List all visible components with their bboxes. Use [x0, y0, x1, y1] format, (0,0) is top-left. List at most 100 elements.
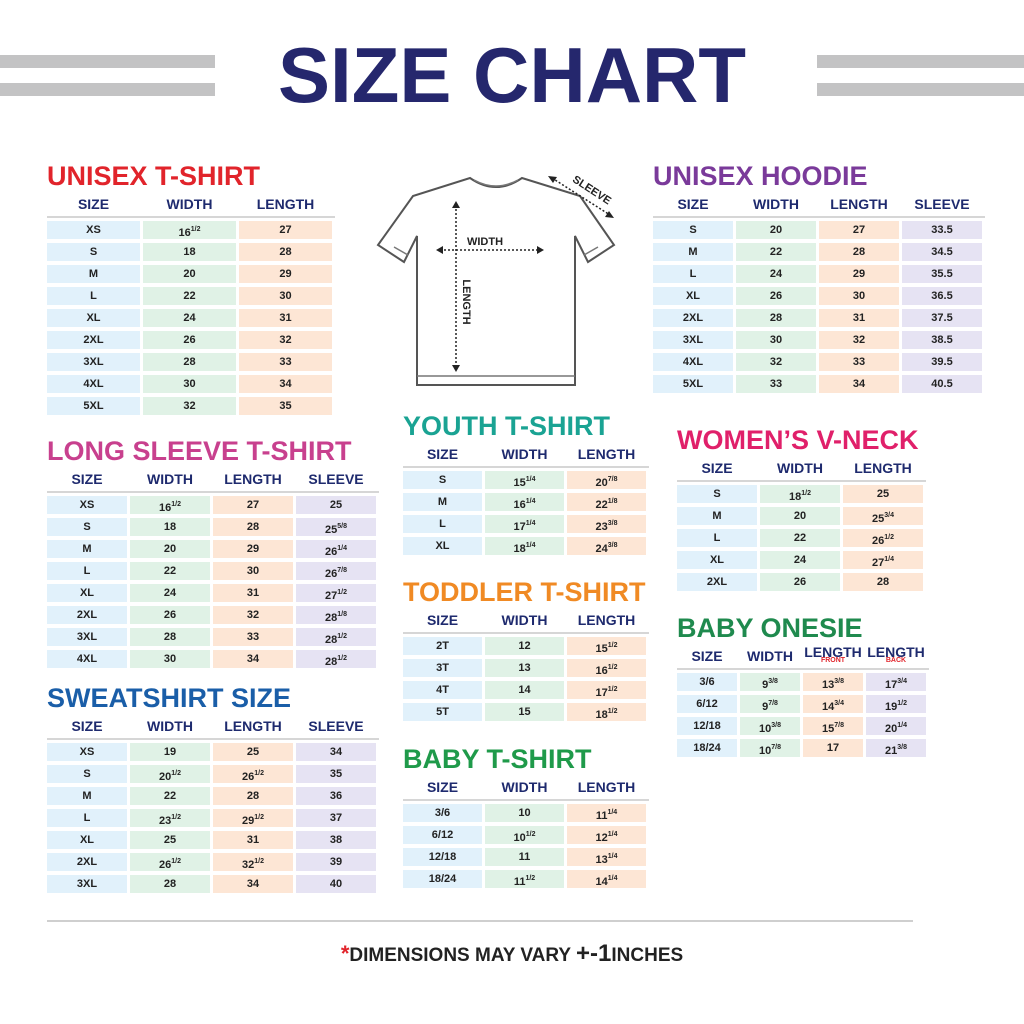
table-cell: 25: [296, 496, 376, 514]
table-cell: 261/2: [130, 853, 210, 871]
header-cell: LENGTH: [577, 779, 636, 795]
stripe: [817, 83, 1024, 96]
cell-fraction: 1/2: [884, 534, 894, 541]
table-cell: 231/2: [130, 809, 210, 827]
table-cell: L: [653, 265, 733, 283]
table-cell: 10: [485, 804, 564, 822]
table-cell: 253/4: [843, 507, 923, 525]
header-row: SIZE WIDTH LENGTH SLEEVE: [653, 192, 985, 218]
header-row: SIZE WIDTH LENGTH FRONT LENGTH BACK: [677, 644, 929, 670]
table-cell: 25: [213, 743, 293, 761]
table-cell: 111/4: [567, 804, 646, 822]
header-cell: SIZE: [77, 196, 110, 212]
table-row: M 22 28 36: [47, 787, 379, 809]
table-cell: 161/4: [485, 493, 564, 511]
header-cell: SLEEVE: [914, 196, 970, 212]
table-cell: 173/4: [866, 673, 926, 691]
table-row: L 22 261/2: [677, 529, 926, 551]
table-title: LONG SLEEVE T-SHIRT: [47, 436, 352, 466]
size-table: UNISEX T-SHIRT SIZE WIDTH LENGTH XS 161/2 27 S 1…: [47, 160, 335, 419]
stripe: [0, 83, 215, 96]
size-table: BABY T-SHIRT SIZE WIDTH LENGTH 3/6 10 111/4 6/1…: [403, 743, 649, 892]
table-cell: 2XL: [47, 606, 127, 624]
table-row: 18/24 107/8 17 213/8: [677, 739, 929, 761]
table-cell: M: [677, 507, 757, 525]
table-title: SWEATSHIRT SIZE: [47, 683, 292, 713]
width-label: WIDTH: [467, 236, 503, 248]
table-cell: 28: [736, 309, 816, 327]
table-cell: M: [653, 243, 733, 261]
table-cell: 32: [239, 331, 332, 349]
table-cell: XS: [47, 743, 127, 761]
table-row: XL 26 30 36.5: [653, 287, 985, 309]
table-cell: 221/8: [567, 493, 646, 511]
table-row: M 20 29 261/4: [47, 540, 379, 562]
table-cell: 20: [130, 540, 210, 558]
header-cell: LENGTH: [854, 460, 912, 476]
cell-fraction: 1/2: [254, 770, 264, 777]
table-cell: 6/12: [677, 695, 737, 713]
table-cell: 26: [736, 287, 816, 305]
table-row: XL 24 271/4: [677, 551, 926, 573]
cell-whole: 16: [513, 499, 526, 511]
table-cell: 33: [213, 628, 293, 646]
table-cell: XS: [47, 496, 127, 514]
header-cell: SIZE: [677, 196, 709, 212]
table-cell: XS: [47, 221, 140, 239]
table-cell: S: [47, 765, 127, 783]
cell-whole: 9: [762, 701, 769, 713]
cell-fraction: 1/4: [607, 809, 618, 816]
cell-whole: 26: [325, 546, 338, 558]
main-title: SIZE CHART: [278, 31, 746, 119]
cell-whole: 22: [595, 499, 608, 511]
cell-whole: 13: [595, 854, 608, 866]
table-cell: 34: [296, 743, 376, 761]
cell-fraction: 7/8: [607, 476, 618, 483]
table-cell: 2XL: [47, 853, 127, 871]
table-cell: 157/8: [803, 717, 863, 735]
cell-fraction: 1/2: [171, 814, 181, 821]
table-cell: 181/2: [567, 703, 646, 721]
size-table: UNISEX HOODIE SIZE WIDTH LENGTH SLEEVE S 20 27 3…: [653, 160, 985, 397]
cell-fraction: 3/8: [897, 744, 907, 751]
cell-fraction: 7/8: [768, 700, 778, 707]
size-table: YOUTH T-SHIRT SIZE WIDTH LENGTH S 151/4 207/8 M…: [403, 410, 649, 559]
table-cell: XL: [47, 831, 127, 849]
cell-whole: 21: [885, 745, 898, 757]
table-cell: 36: [296, 787, 376, 805]
table-cell: 3/6: [677, 673, 737, 691]
table-row: L 171/4 233/8: [403, 515, 649, 537]
table-cell: 29: [819, 265, 899, 283]
header-row: SIZE WIDTH LENGTH: [677, 456, 926, 482]
table-cell: 5XL: [47, 397, 140, 415]
table-cell: 31: [239, 309, 332, 327]
table-row: 3/6 10 111/4: [403, 804, 649, 826]
table-row: L 231/2 291/2 37: [47, 809, 379, 831]
cell-fraction: 1/4: [607, 831, 618, 838]
table-row: 5XL 33 34 40.5: [653, 375, 985, 397]
header-sub: BACK: [885, 657, 907, 664]
table-cell: 35: [239, 397, 332, 415]
cell-fraction: 1/4: [337, 545, 347, 552]
table-cell: 31: [213, 584, 293, 602]
cell-whole: 10: [513, 832, 526, 844]
header-cell: SIZE: [71, 718, 103, 734]
table-cell: L: [677, 529, 757, 547]
cell-fraction: 3/8: [834, 678, 844, 685]
cell-whole: 20: [159, 771, 172, 783]
table-cell: 281/2: [296, 650, 376, 668]
table-cell: 31: [819, 309, 899, 327]
table-row: M 161/4 221/8: [403, 493, 649, 515]
table-cell: 3XL: [47, 875, 127, 893]
table-row: S 18 28: [47, 243, 335, 265]
table-cell: 27: [239, 221, 332, 239]
cell-fraction: 1/2: [337, 655, 347, 662]
table-cell: XL: [677, 551, 757, 569]
table-row: 5XL 32 35: [47, 397, 335, 419]
footer-plus: +: [576, 940, 591, 967]
table-cell: 3/6: [403, 804, 482, 822]
table-cell: 161/2: [143, 221, 236, 239]
table-cell: 103/8: [740, 717, 800, 735]
table-cell: 30: [239, 287, 332, 305]
cell-whole: 27: [325, 590, 338, 602]
